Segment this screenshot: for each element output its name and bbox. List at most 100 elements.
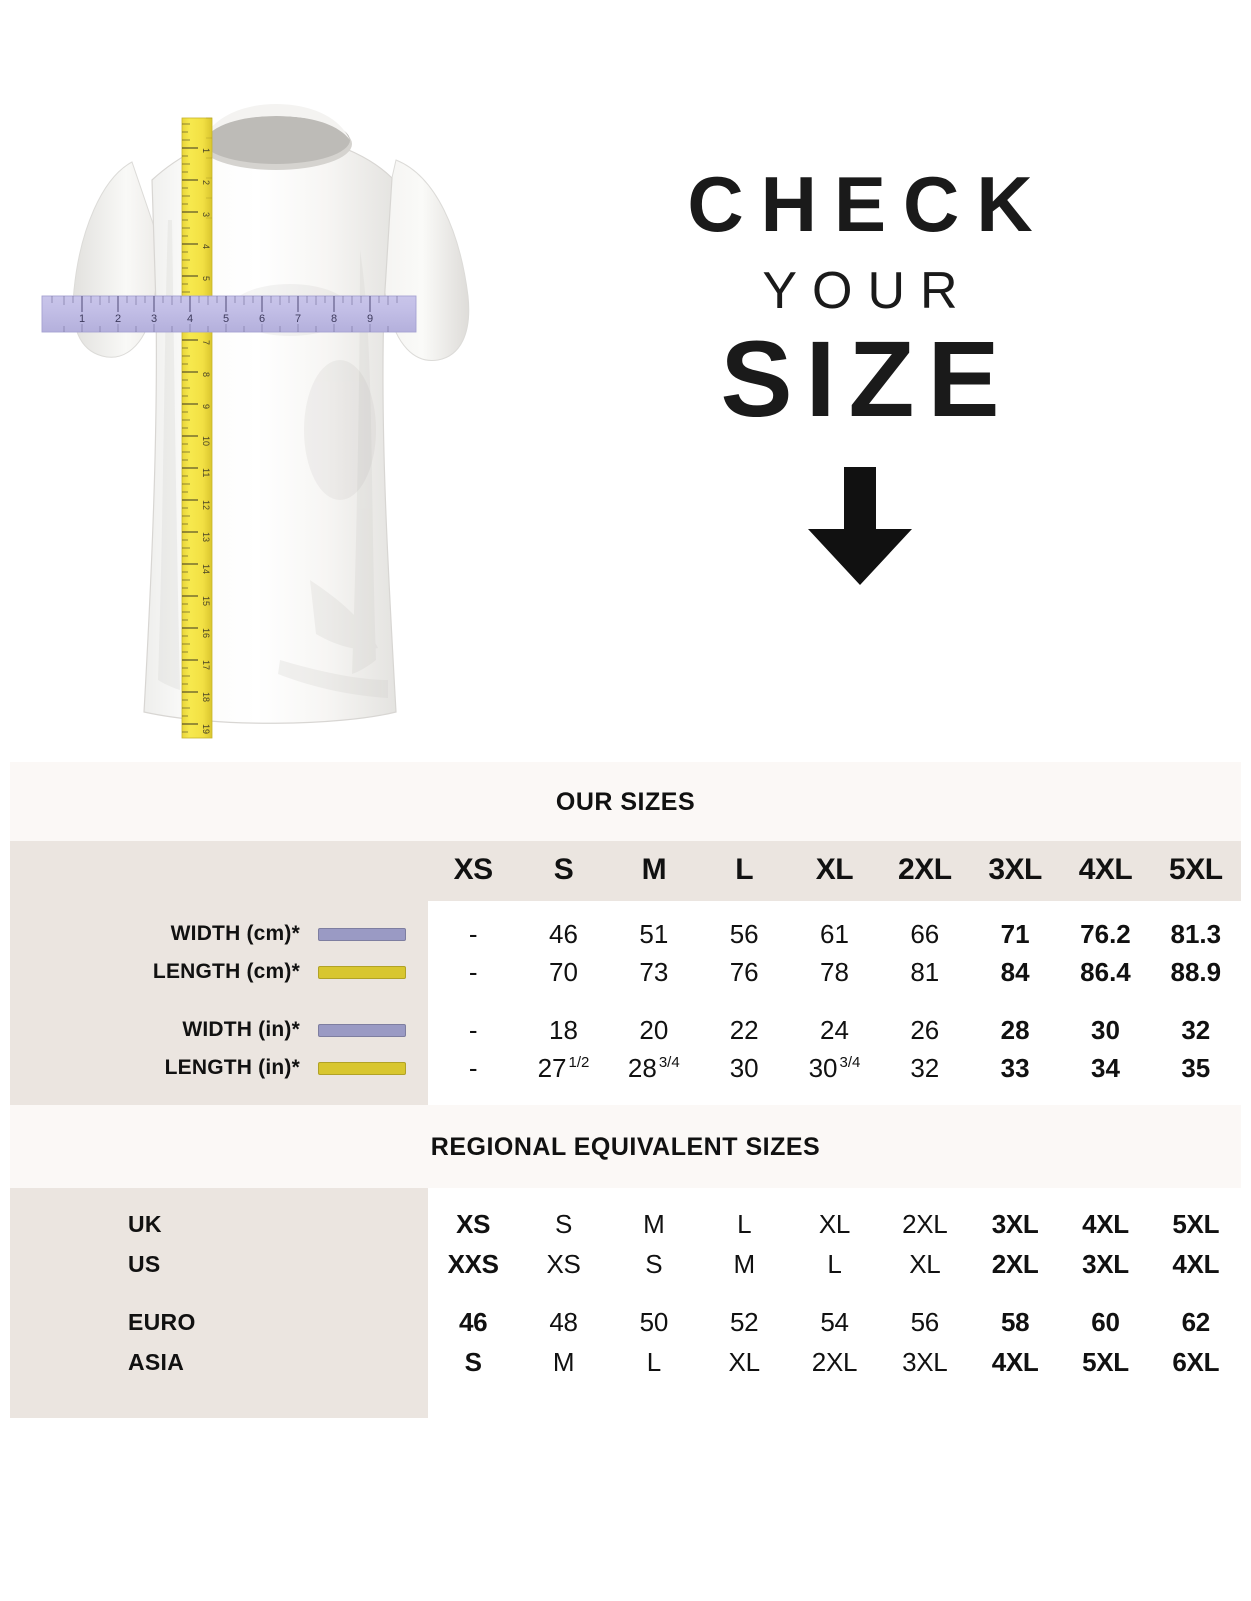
measurements-block: WIDTH (cm)* LENGTH (cm)* WIDTH (in)* LENGTH… [10, 901, 1241, 1105]
measurement-row-label: LENGTH (in)* [10, 1049, 428, 1087]
regional-row-label: UK [10, 1204, 428, 1244]
regional-value-cell: XL [909, 1249, 941, 1279]
row-spacer [428, 1284, 1241, 1302]
size-column-header: 2XL [898, 853, 952, 886]
svg-text:1: 1 [201, 148, 211, 153]
measurement-value-cell: 88.9 [1151, 959, 1241, 985]
svg-text:3: 3 [151, 313, 157, 325]
regional-label-text: ASIA [128, 1348, 185, 1375]
regional-value-cell: 5XL [1082, 1347, 1129, 1377]
regional-row-values: XS S M L XL 2XL 3XL 4XL 5XL [428, 1204, 1241, 1244]
measurement-value-cell: 30 3/4 [789, 1055, 879, 1081]
svg-text:10: 10 [201, 436, 211, 446]
regional-value-cell: 54 [820, 1307, 849, 1337]
measurement-value-cell: 86.4 [1060, 959, 1150, 985]
value-text: 28 [1000, 1015, 1030, 1045]
value-text: 30 [808, 1053, 838, 1083]
measurement-values-column: - 46 51 56 61 66 71 76.2 81.3 - 70 73 76 78 81 84 86.4 88… [428, 901, 1241, 1105]
svg-text:11: 11 [201, 468, 211, 477]
svg-text:8: 8 [331, 313, 337, 325]
tshirt-measurement-photo: 1 2 3 4 5 6 7 8 9 10 11 12 13 14 15 16 1 [40, 100, 520, 760]
measurement-color-swatch [318, 1061, 406, 1075]
regional-value-cell: 3XL [1082, 1249, 1129, 1279]
svg-text:18: 18 [201, 692, 211, 702]
value-text: 76 [729, 957, 759, 987]
row-spacer [10, 1284, 428, 1302]
regional-value-cell: 50 [639, 1307, 669, 1337]
measurement-value-cell: 18 [518, 1017, 608, 1043]
value-text: 88.9 [1170, 957, 1222, 987]
measurement-value-cell: 56 [699, 921, 789, 947]
measurement-value-cell: 76.2 [1060, 921, 1150, 947]
regional-value-cell: L [737, 1209, 752, 1239]
value-text: 32 [1181, 1015, 1211, 1045]
value-text: 71 [1000, 919, 1030, 949]
regional-label-text: EURO [128, 1308, 196, 1335]
size-chart-table: OUR SIZES XS S M L XL 2XL 3XL 4XL 5XL WIDTH (cm)… [10, 762, 1241, 1418]
row-spacer [428, 991, 1241, 1011]
value-text: 76.2 [1080, 919, 1131, 949]
regional-value-cell: 4XL [991, 1347, 1039, 1377]
value-text: - [468, 919, 478, 949]
value-fraction: 1/2 [568, 1054, 590, 1072]
headline-block: CHECK YOUR SIZE [620, 165, 1100, 585]
value-text: - [468, 957, 478, 987]
size-column-header: L [735, 853, 754, 886]
svg-text:9: 9 [201, 404, 211, 409]
regional-value-cell: S [554, 1209, 573, 1239]
regional-value-cell: 5XL [1172, 1209, 1220, 1239]
measurement-row-values: -27 1/2 28 3/4 30 30 3/4 32 33 34 35 [428, 1049, 1241, 1087]
regional-label-text: US [128, 1250, 161, 1277]
value-text: 35 [1181, 1053, 1211, 1083]
measurement-row-values: - 18 20 22 24 26 28 30 32 [428, 1011, 1241, 1049]
regional-value-cell: XS [546, 1249, 581, 1279]
measurement-value-cell: 30 [699, 1055, 789, 1081]
measurement-value-cell: - [428, 1017, 518, 1043]
measurement-value-cell: 81 [880, 959, 970, 985]
value-text: 34 [1091, 1053, 1120, 1083]
svg-text:5: 5 [223, 313, 229, 325]
regional-value-cell: 4XL [1172, 1249, 1220, 1279]
regional-value-cell: 2XL [811, 1347, 858, 1377]
regional-value-cell: 4XL [1082, 1209, 1129, 1239]
value-text: 51 [639, 919, 669, 949]
measurement-value-cell: - [428, 959, 518, 985]
measurement-value-cell: 32 [1151, 1017, 1241, 1043]
value-text: 56 [729, 919, 759, 949]
value-text: 46 [549, 919, 578, 949]
measurement-value-cell: 28 3/4 [609, 1055, 699, 1081]
size-header-label-spacer [10, 841, 428, 901]
svg-text:14: 14 [201, 564, 211, 574]
value-text: 30 [729, 1053, 759, 1083]
measurement-row-values: - 70 73 76 78 81 84 86.4 88.9 [428, 953, 1241, 991]
regional-value-cell: XS [456, 1209, 491, 1239]
measurement-value-cell: 73 [609, 959, 699, 985]
svg-text:4: 4 [201, 244, 211, 249]
size-column-header: XL [815, 853, 854, 886]
measurement-value-cell: 22 [699, 1017, 789, 1043]
value-text: 86.4 [1080, 957, 1131, 987]
value-text: 27 [537, 1053, 567, 1083]
regional-value-cell: 58 [1000, 1307, 1030, 1337]
our-sizes-title: OUR SIZES [10, 762, 1241, 841]
regional-row-label: US [10, 1244, 428, 1284]
measurement-value-cell: 51 [609, 921, 699, 947]
measurement-value-cell: 70 [518, 959, 608, 985]
regional-value-cell: 56 [910, 1307, 940, 1337]
value-text: 73 [639, 957, 669, 987]
svg-text:12: 12 [201, 500, 211, 510]
regional-value-cell: M [733, 1249, 755, 1279]
measurement-value-cell: 24 [789, 1017, 879, 1043]
regional-row-values: XXS XS S M L XL 2XL 3XL 4XL [428, 1244, 1241, 1284]
measurement-value-cell: 61 [789, 921, 879, 947]
measurement-labels-column: WIDTH (cm)* LENGTH (cm)* WIDTH (in)* LENGTH… [10, 901, 428, 1105]
measurement-value-cell: 35 [1151, 1055, 1241, 1081]
headline-size: SIZE [720, 318, 1013, 439]
value-text: 32 [910, 1053, 940, 1083]
measurement-row-label: WIDTH (cm)* [10, 915, 428, 953]
regional-labels-column: UK US EURO ASIA [10, 1188, 428, 1408]
value-text: 30 [1091, 1015, 1120, 1045]
measurement-value-cell: 81.3 [1151, 921, 1241, 947]
value-text: 66 [910, 919, 940, 949]
measurement-value-cell: 28 [970, 1017, 1060, 1043]
